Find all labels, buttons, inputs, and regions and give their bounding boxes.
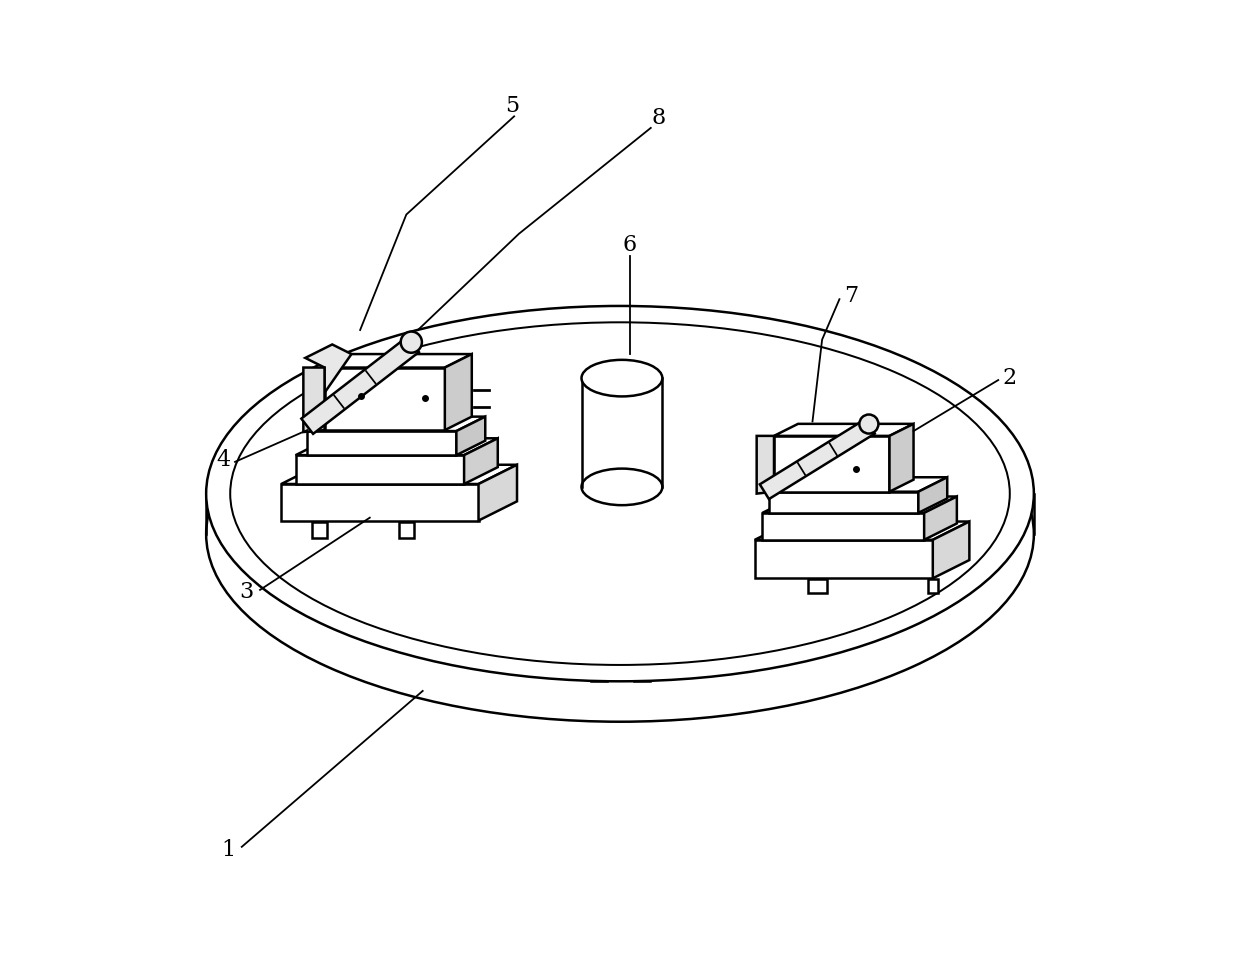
Polygon shape xyxy=(760,419,874,499)
Ellipse shape xyxy=(582,360,662,397)
Text: 8: 8 xyxy=(651,107,666,130)
Text: 1: 1 xyxy=(221,838,236,861)
Polygon shape xyxy=(763,497,957,513)
Ellipse shape xyxy=(859,414,878,434)
Polygon shape xyxy=(932,522,970,578)
Polygon shape xyxy=(807,579,827,592)
Polygon shape xyxy=(464,439,497,484)
Polygon shape xyxy=(308,416,485,431)
Polygon shape xyxy=(924,497,957,540)
Polygon shape xyxy=(756,436,774,494)
Polygon shape xyxy=(295,439,497,455)
Bar xyxy=(635,623,650,681)
Ellipse shape xyxy=(206,347,1034,722)
Polygon shape xyxy=(928,579,937,592)
Bar xyxy=(591,623,606,681)
Polygon shape xyxy=(295,455,464,484)
Text: 7: 7 xyxy=(844,286,858,307)
Polygon shape xyxy=(308,431,456,455)
Ellipse shape xyxy=(401,332,422,352)
Polygon shape xyxy=(281,484,479,521)
Text: 3: 3 xyxy=(239,581,254,603)
Polygon shape xyxy=(325,354,471,368)
Polygon shape xyxy=(755,540,932,578)
Polygon shape xyxy=(889,424,914,492)
Polygon shape xyxy=(774,424,914,436)
Polygon shape xyxy=(479,465,517,521)
Polygon shape xyxy=(312,522,327,538)
Polygon shape xyxy=(398,522,414,538)
Polygon shape xyxy=(304,368,325,432)
Ellipse shape xyxy=(206,306,1034,681)
Polygon shape xyxy=(919,477,947,513)
Text: 2: 2 xyxy=(1003,367,1017,389)
Polygon shape xyxy=(325,368,445,430)
Polygon shape xyxy=(281,465,517,484)
Text: 5: 5 xyxy=(505,95,520,117)
Polygon shape xyxy=(305,345,351,430)
Polygon shape xyxy=(301,337,419,434)
Polygon shape xyxy=(769,492,919,513)
Polygon shape xyxy=(774,436,889,492)
Text: 6: 6 xyxy=(622,234,636,257)
Polygon shape xyxy=(445,354,471,430)
Text: 4: 4 xyxy=(217,449,231,471)
Polygon shape xyxy=(763,513,924,540)
Polygon shape xyxy=(769,477,947,492)
Ellipse shape xyxy=(582,469,662,505)
Polygon shape xyxy=(755,522,970,540)
Polygon shape xyxy=(456,416,485,455)
